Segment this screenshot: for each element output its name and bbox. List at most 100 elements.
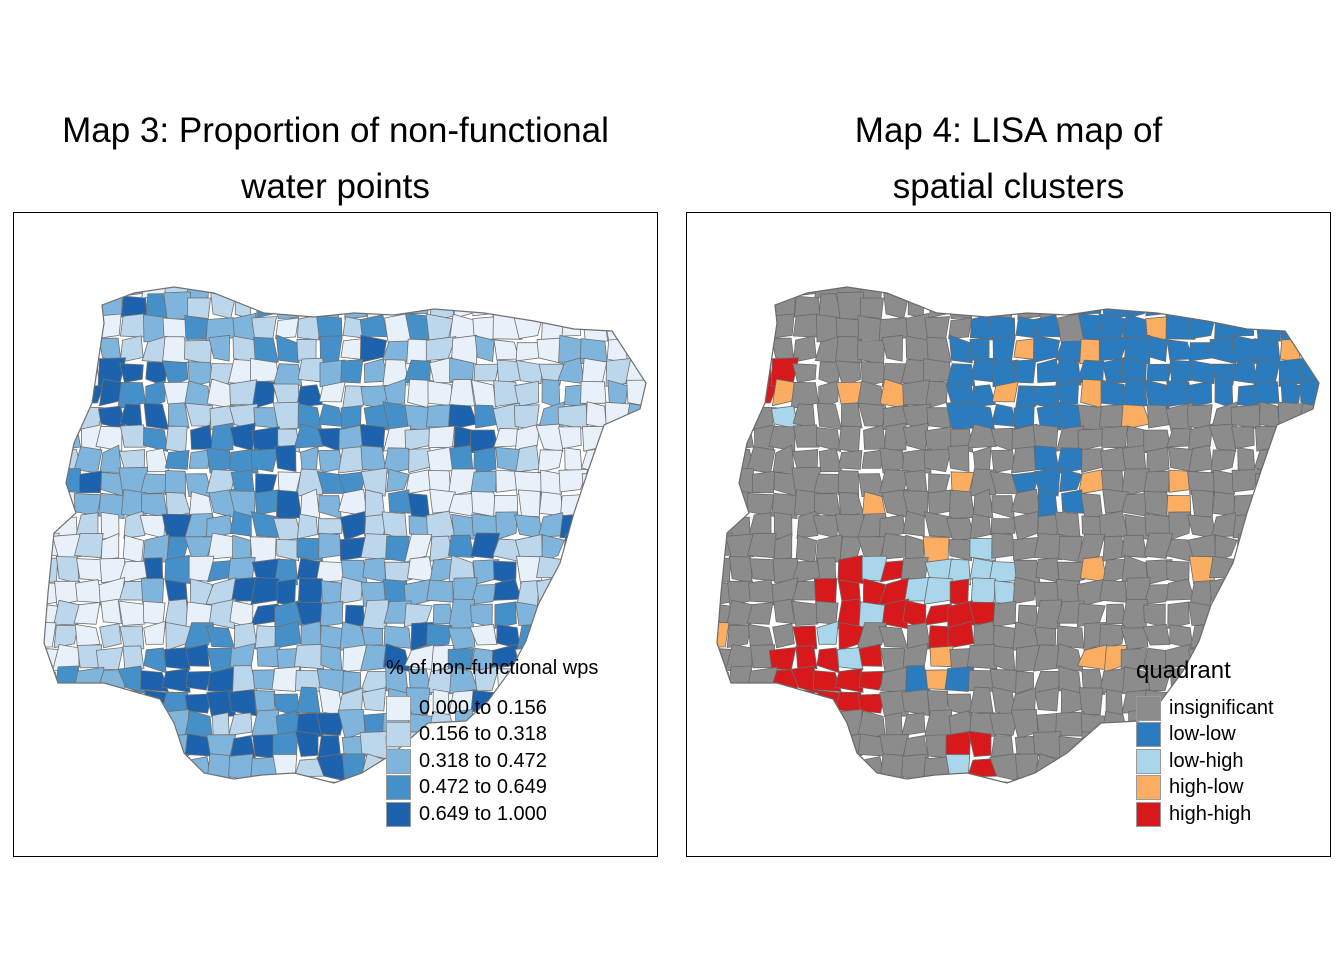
district-polygon [704, 622, 729, 647]
district-polygon [495, 602, 517, 629]
district-polygon [474, 405, 496, 428]
district-polygon [74, 341, 99, 361]
district-polygon [427, 580, 454, 602]
legend-item: 0.318 to 0.472 [386, 748, 598, 775]
district-polygon [274, 364, 302, 386]
district-polygon [1082, 449, 1104, 473]
district-polygon [144, 621, 166, 644]
district-polygon [950, 579, 969, 606]
district-polygon [298, 578, 322, 606]
district-polygon [322, 581, 343, 605]
legend-label: low-low [1169, 723, 1236, 746]
district-polygon [542, 379, 560, 408]
district-polygon [120, 364, 144, 383]
district-polygon [1259, 402, 1279, 429]
district-polygon [143, 427, 167, 451]
district-polygon [75, 667, 104, 690]
district-polygon [273, 402, 300, 429]
district-polygon [993, 336, 1015, 364]
district-polygon [516, 602, 540, 626]
district-polygon [449, 599, 475, 628]
district-polygon [1147, 447, 1169, 474]
district-polygon [968, 776, 994, 803]
district-polygon [230, 511, 251, 536]
district-polygon [969, 292, 991, 318]
district-polygon [429, 426, 455, 448]
district-polygon [794, 425, 820, 447]
district-polygon [1235, 314, 1254, 336]
district-polygon [165, 555, 191, 583]
district-polygon [928, 626, 949, 649]
district-polygon [947, 364, 975, 386]
district-polygon [816, 427, 840, 451]
district-polygon [1013, 577, 1036, 604]
district-polygon [189, 450, 209, 469]
district-polygon [207, 448, 231, 473]
district-polygon [32, 670, 55, 693]
district-polygon [991, 519, 1015, 535]
district-polygon [1017, 292, 1040, 320]
district-polygon [1078, 429, 1105, 451]
district-polygon [748, 624, 773, 646]
district-polygon [950, 540, 972, 561]
map3-legend-items: 0.000 to 0.156 0.156 to 0.318 0.318 to 0.4… [386, 695, 598, 828]
district-polygon [1148, 336, 1167, 362]
district-polygon [361, 446, 386, 471]
district-polygon [970, 514, 990, 539]
district-polygon [1060, 469, 1083, 491]
district-polygon [1233, 514, 1256, 538]
district-polygon [967, 644, 997, 669]
map3-legend-title: % of non-functional wps [386, 657, 598, 695]
district-polygon [518, 490, 540, 517]
district-polygon [427, 624, 452, 648]
district-polygon [1123, 445, 1146, 471]
district-polygon [119, 601, 146, 626]
district-polygon [383, 293, 412, 315]
district-polygon [191, 425, 213, 449]
district-polygon [906, 535, 925, 559]
district-polygon [747, 341, 772, 361]
district-polygon [879, 626, 907, 647]
district-polygon [774, 599, 795, 623]
district-polygon [405, 429, 432, 451]
district-polygon [185, 403, 212, 426]
district-polygon [430, 357, 452, 382]
district-polygon [55, 490, 77, 515]
district-polygon [793, 364, 817, 383]
district-polygon [276, 490, 301, 518]
district-polygon [450, 445, 473, 471]
district-polygon [1079, 688, 1103, 715]
district-polygon [341, 512, 365, 541]
district-polygon [949, 318, 972, 339]
district-polygon [583, 315, 608, 342]
district-polygon [318, 519, 342, 535]
district-polygon [75, 386, 104, 404]
map4-legend-items: insignificant low-low low-high high-low high… [1136, 695, 1274, 828]
legend-label: high-low [1169, 776, 1243, 799]
district-polygon [924, 604, 952, 625]
district-polygon [233, 535, 252, 559]
legend-item: high-high [1136, 801, 1274, 828]
district-polygon [165, 450, 189, 469]
district-polygon [1122, 379, 1147, 406]
legend-item: 0.649 to 1.000 [386, 801, 598, 828]
district-polygon [408, 557, 435, 582]
district-polygon [475, 336, 494, 362]
district-polygon [1236, 534, 1255, 562]
district-polygon [1081, 557, 1108, 582]
district-polygon [319, 496, 342, 519]
district-polygon [472, 380, 497, 409]
district-polygon [211, 423, 233, 451]
district-polygon [474, 447, 496, 474]
legend-label: 0.472 to 0.649 [419, 776, 547, 799]
district-polygon [839, 426, 861, 452]
district-polygon [817, 621, 839, 644]
district-polygon [1189, 602, 1213, 626]
district-polygon [1144, 604, 1166, 628]
district-polygon [277, 540, 299, 561]
district-polygon [901, 557, 928, 579]
district-polygon [209, 335, 230, 361]
district-polygon [77, 559, 104, 581]
legend-label: 0.649 to 1.000 [419, 803, 547, 826]
district-polygon [276, 335, 299, 363]
